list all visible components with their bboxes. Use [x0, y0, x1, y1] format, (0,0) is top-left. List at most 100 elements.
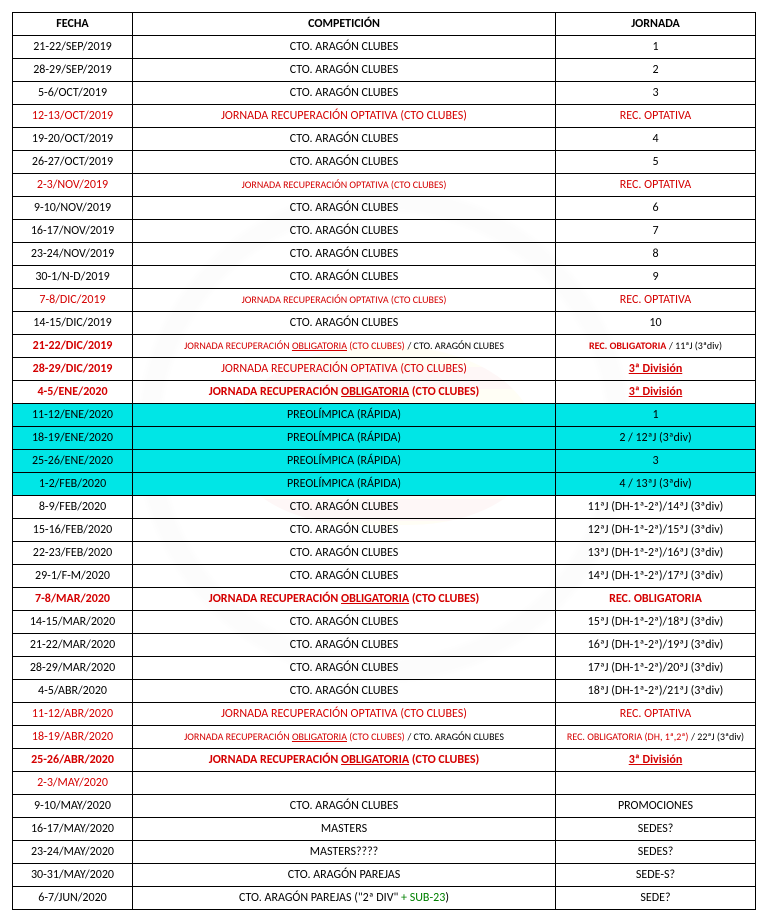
- cell-fecha: 25-26/ABR/2020: [13, 749, 133, 772]
- cell-fecha: 18-19/ABR/2020: [13, 726, 133, 749]
- cell-jornada: REC. OBLIGATORIA: [556, 588, 756, 611]
- cell-jornada: 3: [556, 82, 756, 105]
- cell-fecha: 30-31/MAY/2020: [13, 864, 133, 887]
- table-row: 25-26/ABR/2020JORNADA RECUPERACIÓN OBLIG…: [13, 749, 756, 772]
- table-row: 18-19/ABR/2020JORNADA RECUPERACIÓN OBLIG…: [13, 726, 756, 749]
- cell-jornada: 1: [556, 36, 756, 59]
- cell-jornada: SEDE-S?: [556, 864, 756, 887]
- table-row: 29-1/F-M/2020CTO. ARAGÓN CLUBES14ªJ (DH-…: [13, 565, 756, 588]
- cell-jornada: SEDE?: [556, 887, 756, 910]
- cell-fecha: 21-22/SEP/2019: [13, 36, 133, 59]
- cell-jornada: 16ªJ (DH-1ª-2ª)/19ªJ (3ªdiv): [556, 634, 756, 657]
- cell-fecha: 9-10/NOV/2019: [13, 197, 133, 220]
- cell-competicion: JORNADA RECUPERACIÓN OBLIGATORIA (CTO CL…: [133, 726, 556, 749]
- cell-competicion: CTO. ARAGÓN CLUBES: [133, 795, 556, 818]
- cell-jornada: 3: [556, 450, 756, 473]
- cell-fecha: 25-26/ENE/2020: [13, 450, 133, 473]
- cell-competicion: CTO. ARAGÓN CLUBES: [133, 680, 556, 703]
- cell-jornada: 12ªJ (DH-1ª-2ª)/15ªJ (3ªdiv): [556, 519, 756, 542]
- cell-fecha: 21-22/DIC/2019: [13, 335, 133, 358]
- cell-competicion: JORNADA RECUPERACIÓN OPTATIVA (CTO CLUBE…: [133, 289, 556, 312]
- cell-jornada: PROMOCIONES: [556, 795, 756, 818]
- cell-competicion: CTO. ARAGÓN CLUBES: [133, 565, 556, 588]
- cell-competicion: PREOLÍMPICA (RÁPIDA): [133, 450, 556, 473]
- cell-fecha: 4-5/ENE/2020: [13, 381, 133, 404]
- cell-competicion: PREOLÍMPICA (RÁPIDA): [133, 404, 556, 427]
- cell-competicion: CTO. ARAGÓN PAREJAS: [133, 864, 556, 887]
- table-row: 7-8/MAR/2020JORNADA RECUPERACIÓN OBLIGAT…: [13, 588, 756, 611]
- table-row: 7-8/DIC/2019JORNADA RECUPERACIÓN OPTATIV…: [13, 289, 756, 312]
- cell-competicion: CTO. ARAGÓN PAREJAS ("2ª DIV" + SUB-23): [133, 887, 556, 910]
- table-row: 21-22/SEP/2019CTO. ARAGÓN CLUBES1: [13, 36, 756, 59]
- cell-fecha: 6-7/JUN/2020: [13, 887, 133, 910]
- cell-jornada: REC. OBLIGATORIA (DH, 1ª,2ª) / 22ªJ (3ªd…: [556, 726, 756, 749]
- table-row: 25-26/ENE/2020PREOLÍMPICA (RÁPIDA)3: [13, 450, 756, 473]
- cell-competicion: JORNADA RECUPERACIÓN OBLIGATORIA (CTO CL…: [133, 588, 556, 611]
- cell-fecha: 21-22/MAR/2020: [13, 634, 133, 657]
- cell-fecha: 9-10/MAY/2020: [13, 795, 133, 818]
- cell-fecha: 11-12/ABR/2020: [13, 703, 133, 726]
- cell-competicion: JORNADA RECUPERACIÓN OPTATIVA (CTO CLUBE…: [133, 105, 556, 128]
- cell-competicion: JORNADA RECUPERACIÓN OBLIGATORIA (CTO CL…: [133, 335, 556, 358]
- cell-jornada: [556, 772, 756, 795]
- cell-competicion: PREOLÍMPICA (RÁPIDA): [133, 473, 556, 496]
- cell-jornada: SEDES?: [556, 818, 756, 841]
- table-row: 4-5/ABR/2020CTO. ARAGÓN CLUBES18ªJ (DH-1…: [13, 680, 756, 703]
- cell-competicion: CTO. ARAGÓN CLUBES: [133, 59, 556, 82]
- table-row: 22-23/FEB/2020CTO. ARAGÓN CLUBES13ªJ (DH…: [13, 542, 756, 565]
- cell-competicion: MASTERS????: [133, 841, 556, 864]
- cell-fecha: 28-29/DIC/2019: [13, 358, 133, 381]
- table-row: 4-5/ENE/2020JORNADA RECUPERACIÓN OBLIGAT…: [13, 381, 756, 404]
- table-row: 28-29/DIC/2019JORNADA RECUPERACIÓN OPTAT…: [13, 358, 756, 381]
- header-fecha: FECHA: [13, 13, 133, 36]
- cell-fecha: 7-8/DIC/2019: [13, 289, 133, 312]
- cell-jornada: 8: [556, 243, 756, 266]
- cell-jornada: 10: [556, 312, 756, 335]
- table-row: 21-22/DIC/2019JORNADA RECUPERACIÓN OBLIG…: [13, 335, 756, 358]
- table-row: 18-19/ENE/2020PREOLÍMPICA (RÁPIDA)2 / 12…: [13, 427, 756, 450]
- cell-fecha: 19-20/OCT/2019: [13, 128, 133, 151]
- table-row: 26-27/OCT/2019CTO. ARAGÓN CLUBES5: [13, 151, 756, 174]
- table-row: 1-2/FEB/2020PREOLÍMPICA (RÁPIDA)4 / 13ªJ…: [13, 473, 756, 496]
- cell-jornada: 15ªJ (DH-1ª-2ª)/18ªJ (3ªdiv): [556, 611, 756, 634]
- table-row: 15-16/FEB/2020CTO. ARAGÓN CLUBES12ªJ (DH…: [13, 519, 756, 542]
- cell-competicion: CTO. ARAGÓN CLUBES: [133, 220, 556, 243]
- cell-competicion: JORNADA RECUPERACIÓN OPTATIVA (CTO CLUBE…: [133, 703, 556, 726]
- cell-competicion: CTO. ARAGÓN CLUBES: [133, 128, 556, 151]
- cell-jornada: 4: [556, 128, 756, 151]
- table-row: 14-15/DIC/2019CTO. ARAGÓN CLUBES10: [13, 312, 756, 335]
- cell-competicion: MASTERS: [133, 818, 556, 841]
- cell-fecha: 1-2/FEB/2020: [13, 473, 133, 496]
- cell-jornada: 3ª División: [556, 749, 756, 772]
- table-row: 8-9/FEB/2020CTO. ARAGÓN CLUBES11ªJ (DH-1…: [13, 496, 756, 519]
- cell-competicion: CTO. ARAGÓN CLUBES: [133, 542, 556, 565]
- table-row: 11-12/ENE/2020PREOLÍMPICA (RÁPIDA)1: [13, 404, 756, 427]
- cell-competicion: CTO. ARAGÓN CLUBES: [133, 519, 556, 542]
- header-competicion: COMPETICIÓN: [133, 13, 556, 36]
- cell-fecha: 16-17/MAY/2020: [13, 818, 133, 841]
- header-jornada: JORNADA: [556, 13, 756, 36]
- table-row: 30-1/N-D/2019CTO. ARAGÓN CLUBES9: [13, 266, 756, 289]
- cell-jornada: 6: [556, 197, 756, 220]
- table-row: 9-10/MAY/2020CTO. ARAGÓN CLUBESPROMOCION…: [13, 795, 756, 818]
- cell-competicion: JORNADA RECUPERACIÓN OPTATIVA (CTO CLUBE…: [133, 358, 556, 381]
- table-row: 28-29/MAR/2020CTO. ARAGÓN CLUBES17ªJ (DH…: [13, 657, 756, 680]
- cell-competicion: CTO. ARAGÓN CLUBES: [133, 266, 556, 289]
- cell-jornada: REC. OPTATIVA: [556, 703, 756, 726]
- cell-fecha: 11-12/ENE/2020: [13, 404, 133, 427]
- cell-fecha: 7-8/MAR/2020: [13, 588, 133, 611]
- cell-jornada: 14ªJ (DH-1ª-2ª)/17ªJ (3ªdiv): [556, 565, 756, 588]
- cell-jornada: REC. OPTATIVA: [556, 174, 756, 197]
- cell-fecha: 23-24/NOV/2019: [13, 243, 133, 266]
- cell-competicion: CTO. ARAGÓN CLUBES: [133, 82, 556, 105]
- table-row: 19-20/OCT/2019CTO. ARAGÓN CLUBES4: [13, 128, 756, 151]
- cell-fecha: 2-3/NOV/2019: [13, 174, 133, 197]
- table-row: 16-17/NOV/2019CTO. ARAGÓN CLUBES7: [13, 220, 756, 243]
- cell-jornada: 11ªJ (DH-1ª-2ª)/14ªJ (3ªdiv): [556, 496, 756, 519]
- cell-jornada: 3ª División: [556, 381, 756, 404]
- cell-fecha: 28-29/SEP/2019: [13, 59, 133, 82]
- cell-fecha: 23-24/MAY/2020: [13, 841, 133, 864]
- cell-fecha: 5-6/OCT/2019: [13, 82, 133, 105]
- table-row: 30-31/MAY/2020CTO. ARAGÓN PAREJASSEDE-S?: [13, 864, 756, 887]
- cell-competicion: CTO. ARAGÓN CLUBES: [133, 36, 556, 59]
